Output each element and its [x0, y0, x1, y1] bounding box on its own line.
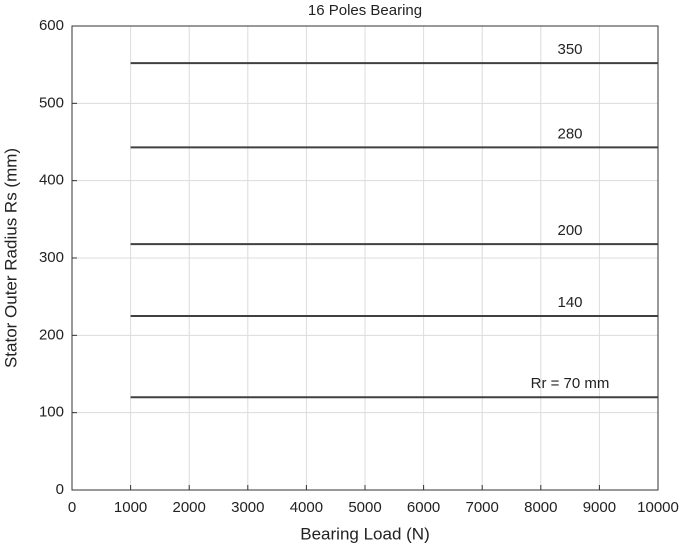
x-tick-label: 3000	[231, 499, 264, 516]
y-tick-label: 300	[39, 249, 64, 266]
y-tick-label: 400	[39, 172, 64, 189]
y-tick-label: 200	[39, 326, 64, 343]
plot-frame	[71, 25, 659, 491]
x-axis-label: Bearing Load (N)	[300, 524, 429, 543]
y-tick-label: 600	[39, 17, 64, 34]
line-annotation: 200	[557, 222, 582, 239]
x-tick-label: 6000	[407, 499, 440, 516]
line-annotation: Rr = 70 mm	[531, 375, 610, 392]
x-tick-label: 10000	[637, 499, 679, 516]
x-tick-label: 7000	[466, 499, 499, 516]
line-annotation: 350	[557, 41, 582, 58]
chart-title: 16 Poles Bearing	[308, 2, 422, 19]
x-tick-label: 0	[68, 499, 76, 516]
line-annotation: 280	[557, 125, 582, 142]
x-tick-label: 1000	[114, 499, 147, 516]
x-tick-label: 2000	[173, 499, 206, 516]
y-axis-label: Stator Outer Radius Rs (mm)	[1, 148, 20, 368]
x-tick-label: 5000	[348, 499, 381, 516]
y-tick-label: 0	[56, 481, 64, 498]
x-tick-label: 4000	[290, 499, 323, 516]
y-tick-label: 100	[39, 404, 64, 421]
y-tick-label: 500	[39, 94, 64, 111]
line-annotation: 140	[557, 294, 582, 311]
x-tick-label: 9000	[583, 499, 616, 516]
x-tick-label: 8000	[524, 499, 557, 516]
